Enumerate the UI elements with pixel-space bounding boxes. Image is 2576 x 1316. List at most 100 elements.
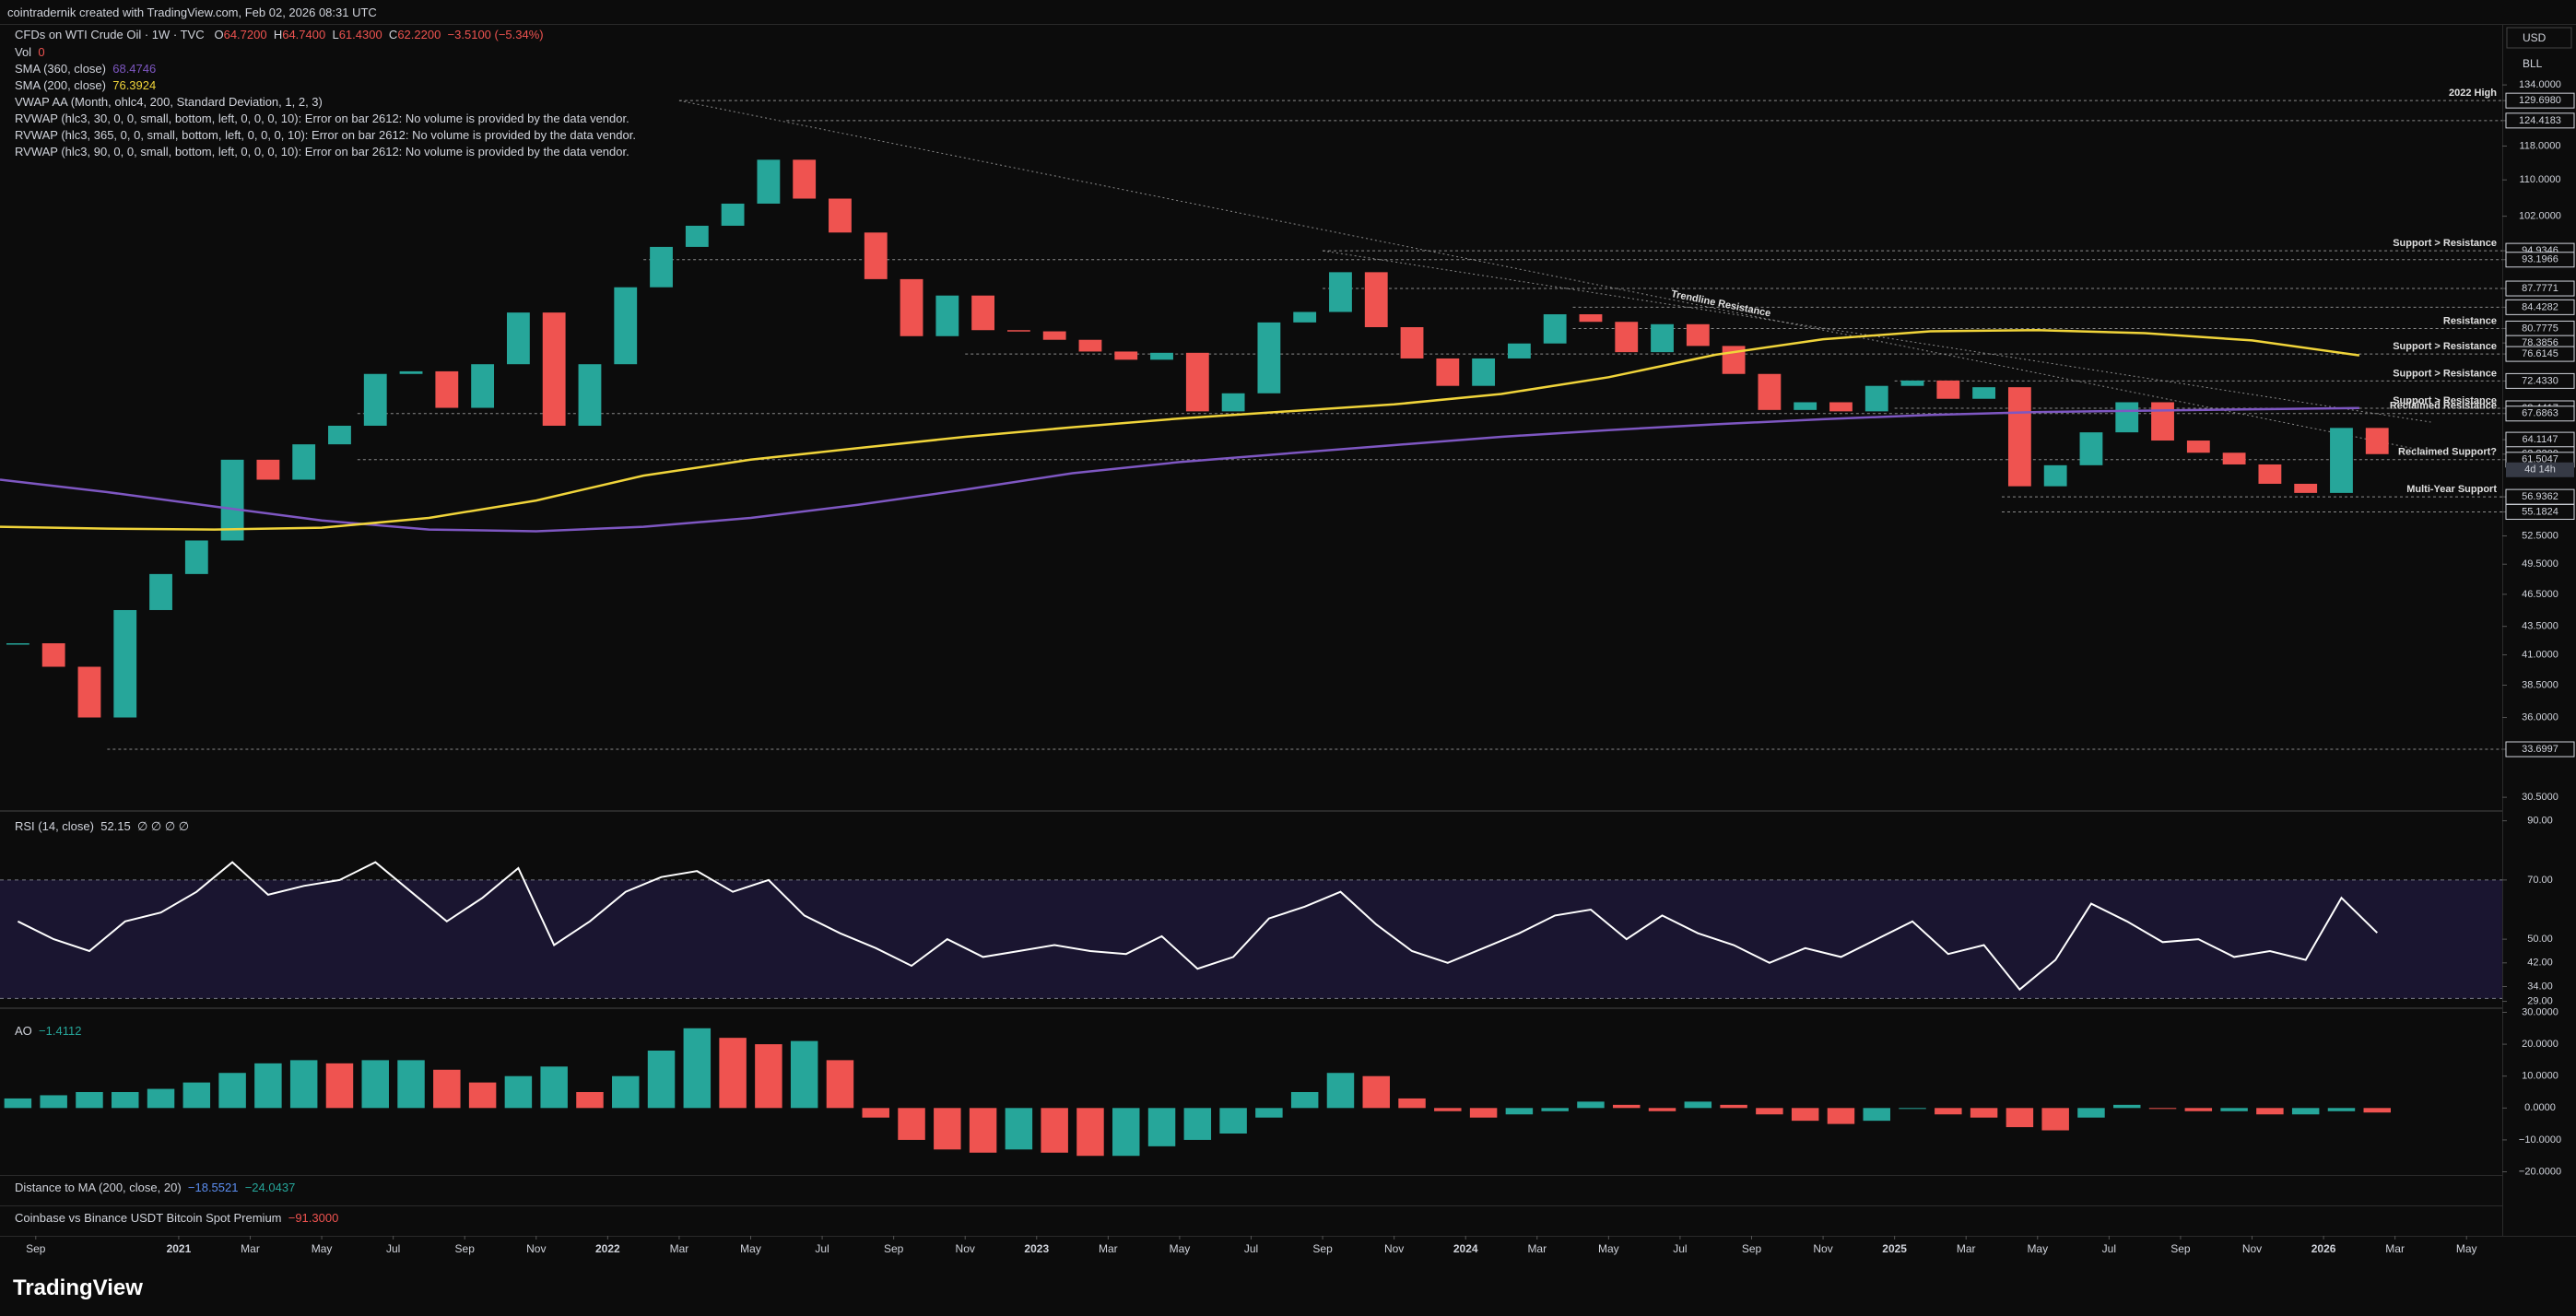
x-tick-label: Mar <box>241 1242 260 1255</box>
candle <box>2007 387 2031 487</box>
x-tick-label: 2026 <box>2311 1242 2336 1255</box>
candle <box>971 295 995 331</box>
x-tick-label: Nov <box>956 1242 975 1255</box>
level-label: Support > Resistance <box>2393 238 2497 249</box>
x-tick-label: Jul <box>1673 1242 1687 1255</box>
ao-label: AO <box>15 1024 32 1038</box>
y-tick-box <box>2505 280 2575 297</box>
pane-divider <box>0 1175 2502 1176</box>
y-tick-label: 110.0000 <box>2519 174 2560 185</box>
y-tick-label: 46.5000 <box>2522 589 2558 600</box>
credit: cointradernik created with TradingView.c… <box>7 6 377 19</box>
candle <box>1114 351 1138 360</box>
candle <box>2079 432 2103 465</box>
sma360-name: SMA (360, close) <box>15 62 106 76</box>
ao-bar <box>1970 1108 1998 1118</box>
premium-label: Coinbase vs Binance USDT Bitcoin Spot Pr… <box>15 1211 282 1225</box>
candle <box>41 643 65 667</box>
x-tick-label: Sep <box>884 1242 904 1255</box>
y-tick-label: 10.0000 <box>2522 1071 2558 1082</box>
legend-rvwap: RVWAP (hlc3, 90, 0, 0, small, bottom, le… <box>15 145 629 159</box>
ao-bar <box>969 1108 997 1153</box>
legend-distance: Distance to MA (200, close, 20) −18.5521… <box>15 1181 295 1194</box>
ao-bar <box>1791 1108 1819 1122</box>
candle <box>2222 452 2246 464</box>
x-tick-label: Mar <box>1957 1242 1976 1255</box>
ao-bar <box>540 1066 568 1109</box>
x-tick-label: Nov <box>1813 1242 1832 1255</box>
ao-bar <box>325 1063 354 1109</box>
candle <box>149 573 172 610</box>
x-tick-label: 2025 <box>1882 1242 1907 1255</box>
candle <box>1185 352 1209 412</box>
candle <box>2294 483 2318 493</box>
ao-bar <box>2184 1108 2213 1111</box>
candle <box>2151 402 2174 441</box>
y-tick-box <box>2505 372 2575 389</box>
sma200-name: SMA (200, close) <box>15 78 106 92</box>
ao-bar <box>289 1060 318 1109</box>
x-tick-label: Jul <box>386 1242 400 1255</box>
sma360-value: 68.4746 <box>112 62 157 76</box>
y-tick-label: 72.4330 <box>2522 375 2558 386</box>
ao-bar <box>1183 1108 1212 1140</box>
y-tick-label: 76.6145 <box>2522 348 2558 359</box>
change: −3.5100 (−5.34%) <box>447 28 544 41</box>
ao-bar <box>1112 1108 1140 1157</box>
y-tick-box <box>2505 346 2575 362</box>
candle <box>1829 402 1853 412</box>
level-label: Resistance <box>2443 315 2497 326</box>
candle <box>506 312 530 365</box>
candle <box>1364 272 1388 328</box>
vol-label: Vol <box>15 45 32 59</box>
ao-bar <box>898 1108 925 1140</box>
y-tick-label: 20.0000 <box>2522 1039 2558 1050</box>
y-tick-label: 87.7771 <box>2522 283 2558 294</box>
ao-bar <box>826 1060 854 1109</box>
x-tick-label: 2022 <box>595 1242 620 1255</box>
ao-bar <box>1362 1075 1390 1109</box>
ao-bar <box>2220 1108 2248 1111</box>
y-tick-label: 61.5047 <box>2522 454 2558 465</box>
candle <box>935 295 959 336</box>
ao-bar <box>647 1051 676 1109</box>
x-tick-label: Mar <box>1099 1242 1118 1255</box>
currency-box[interactable] <box>2506 27 2572 49</box>
header-divider <box>0 24 2576 25</box>
candle <box>2330 428 2353 493</box>
candle <box>1972 387 1996 399</box>
candle <box>113 609 137 718</box>
pane-divider <box>0 1236 2576 1237</box>
candle <box>1615 322 1639 353</box>
level-label: Support > Resistance <box>2393 395 2497 406</box>
ao-bar <box>1756 1108 1783 1115</box>
candle <box>1543 314 1567 344</box>
rsi-band <box>0 879 2502 999</box>
candle <box>2365 428 2389 454</box>
ao-bar <box>2148 1108 2177 1110</box>
trendline <box>678 100 2431 452</box>
candle <box>435 370 459 408</box>
distance-value: −18.5521 <box>187 1181 239 1194</box>
low-label: L <box>332 28 339 41</box>
ao-bar <box>1684 1101 1712 1109</box>
legend-vol: Vol 0 <box>15 45 45 59</box>
y-tick-label: 29.00 <box>2527 995 2553 1006</box>
logo[interactable]: TradingView <box>13 1275 143 1300</box>
candle <box>1758 373 1782 410</box>
open: 64.7200 <box>223 28 267 41</box>
y-tick-label: 134.0000 <box>2519 79 2561 90</box>
candle <box>1293 311 1317 323</box>
pane-divider <box>0 1007 2502 1009</box>
ao-bar <box>612 1075 640 1109</box>
countdown: 4d 14h <box>2524 464 2556 476</box>
y-tick-box <box>2505 252 2575 268</box>
x-tick-label: Nov <box>526 1242 546 1255</box>
y-tick-box <box>2505 741 2575 758</box>
level-label: Multi-Year Support <box>2406 484 2497 495</box>
ao-bar <box>1505 1108 1534 1115</box>
legend-vwap: VWAP AA (Month, ohlc4, 200, Standard Dev… <box>15 95 323 109</box>
candle <box>292 444 316 480</box>
ao-bar <box>1827 1108 1855 1124</box>
candle <box>900 278 923 336</box>
